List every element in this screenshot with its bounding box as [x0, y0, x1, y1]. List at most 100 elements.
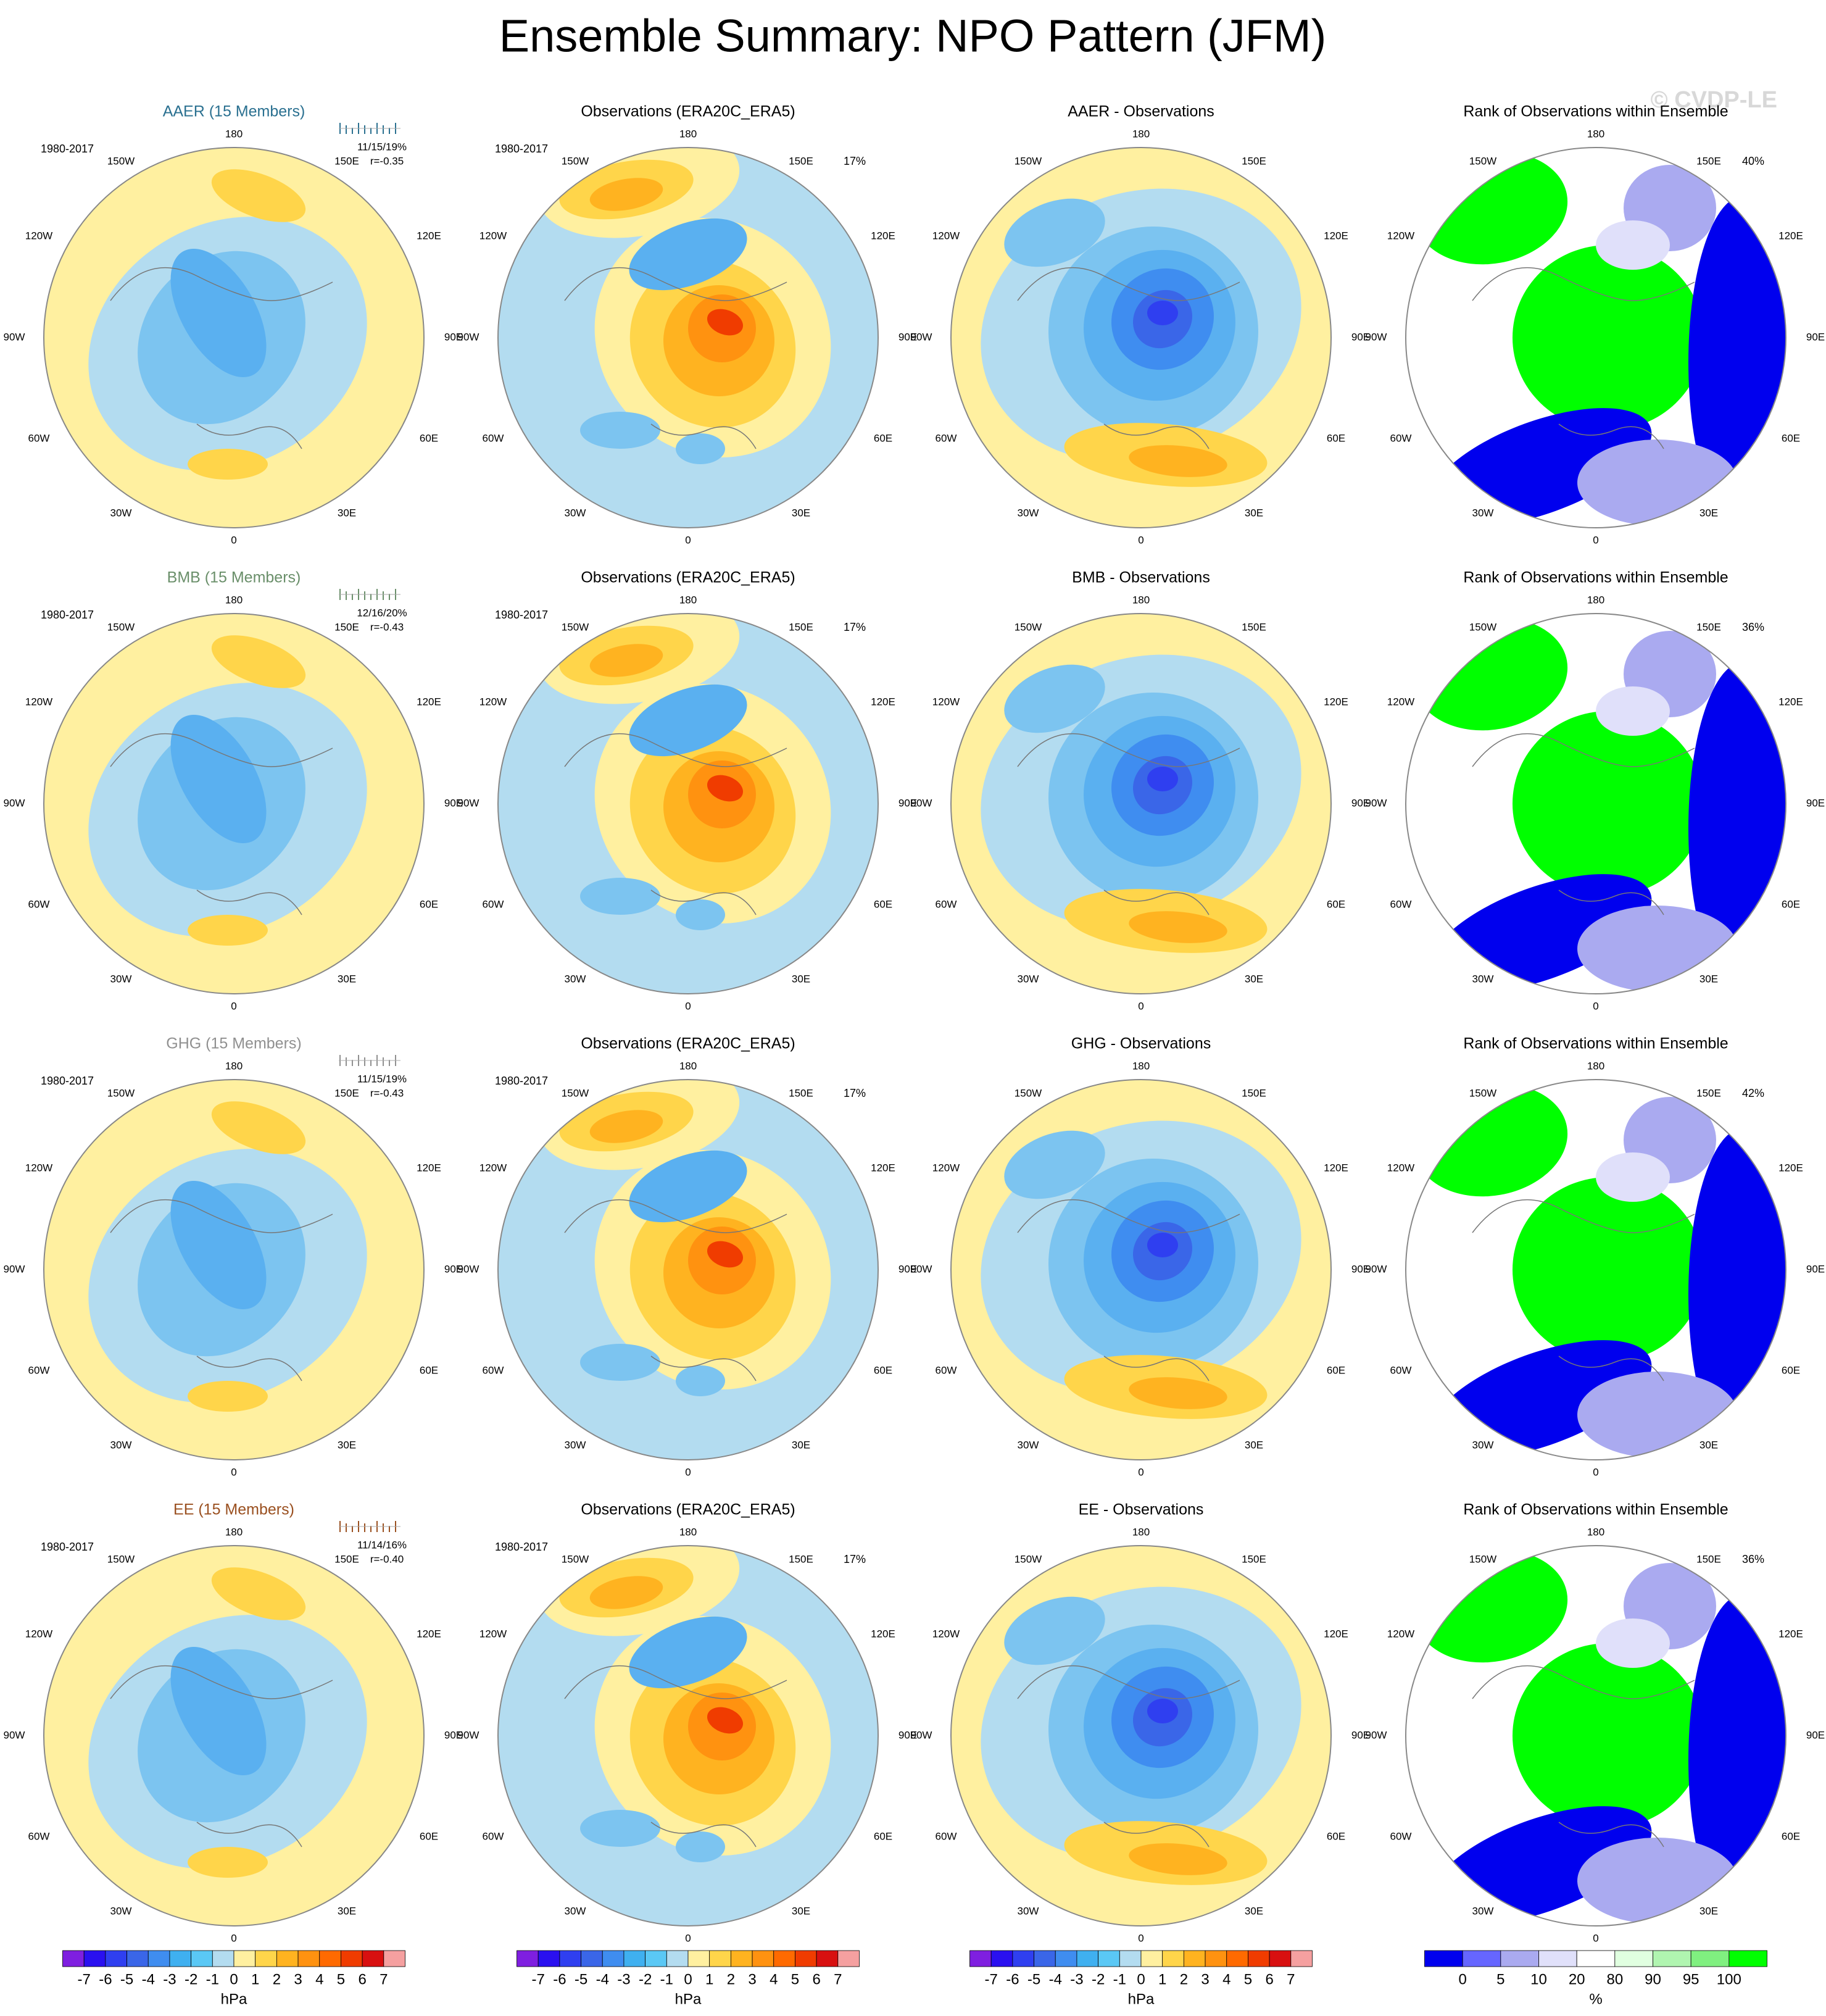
- longitude-label: 150W: [562, 621, 589, 633]
- period-label: 1980-2017: [41, 1075, 94, 1087]
- map-field: [981, 654, 1301, 953]
- longitude-label: 150W: [1469, 155, 1496, 167]
- panel-title: Observations (ERA20C_ERA5): [581, 1501, 795, 1518]
- longitude-label: 60E: [874, 432, 892, 444]
- longitude-label: 120E: [1778, 696, 1803, 707]
- colorbar-swatch: [645, 1950, 667, 1967]
- map-field: [537, 1546, 831, 1862]
- panel-title: EE (15 Members): [173, 1501, 294, 1518]
- colorbar-tick-label: -2: [185, 1971, 197, 1988]
- contour-region: [1147, 301, 1178, 325]
- longitude-label: 180: [1132, 1526, 1150, 1538]
- colorbar-swatch: [1653, 1950, 1691, 1967]
- longitude-label: 180: [1587, 594, 1604, 606]
- longitude-label: 180: [1587, 1526, 1604, 1538]
- longitude-label: 30E: [1699, 1905, 1718, 1917]
- longitude-label: 150W: [107, 1553, 135, 1565]
- longitude-label: 180: [1587, 1060, 1604, 1072]
- longitude-label: 120W: [1387, 1628, 1414, 1639]
- colorbar-swatch: [1140, 1950, 1163, 1967]
- map-border: [1405, 613, 1787, 994]
- longitude-label: 30W: [1472, 1905, 1494, 1917]
- longitude-label: 120E: [417, 230, 441, 241]
- period-label: 1980-2017: [495, 1075, 548, 1087]
- member-stats: 11/15/19%: [357, 1073, 407, 1085]
- contour-region: [589, 1110, 663, 1143]
- colorbar-tick-label: -6: [99, 1971, 112, 1988]
- longitude-label: 60E: [1782, 1364, 1800, 1376]
- rank-percent: 40%: [1742, 155, 1764, 167]
- longitude-label: 30W: [110, 1905, 132, 1917]
- longitude-label: 90E: [444, 331, 463, 343]
- longitude-label: 150W: [1469, 1087, 1496, 1099]
- longitude-label: 90E: [444, 1263, 463, 1275]
- panel-title: Observations (ERA20C_ERA5): [581, 1035, 795, 1052]
- map-field: [88, 635, 367, 946]
- contour-region: [1513, 1177, 1704, 1362]
- contour-region: [580, 1810, 660, 1847]
- map-border: [43, 1079, 425, 1460]
- colorbar: -7 -6 -5 -4 -3 -2 -1 0 1 2 3 4 5 6 7 hPa: [969, 1950, 1313, 2007]
- longitude-label: 120W: [1387, 230, 1414, 241]
- contour-region: [170, 1180, 267, 1310]
- colorbar-swatch: [169, 1950, 192, 1967]
- colorbar-tick-label: -3: [1070, 1971, 1083, 1988]
- contour-region: [1596, 1618, 1670, 1668]
- colorbar-swatch: [1728, 1950, 1767, 1967]
- longitude-label: 120W: [25, 1162, 52, 1173]
- colorbar-tick-label: 2: [1180, 1971, 1188, 1988]
- longitude-label: 150E: [1696, 1087, 1721, 1099]
- longitude-label: 120W: [932, 1162, 960, 1173]
- longitude-label: 60W: [28, 1364, 50, 1376]
- longitude-label: 150E: [1696, 1553, 1721, 1565]
- colorbar-units: hPa: [675, 1991, 702, 2007]
- colorbar: -7 -6 -5 -4 -3 -2 -1 0 1 2 3 4 5 6 7 hPa: [62, 1950, 405, 2007]
- contour-region: [589, 1576, 663, 1609]
- longitude-label: 90W: [4, 331, 25, 343]
- contour-region: [707, 309, 744, 336]
- contour-region: [188, 1847, 268, 1878]
- contour-region: [1004, 198, 1105, 267]
- colorbar-swatch: [1248, 1950, 1270, 1967]
- longitude-label: 150E: [1696, 155, 1721, 167]
- longitude-label: 0: [685, 1000, 691, 1012]
- longitude-label: 30W: [1472, 507, 1494, 519]
- map-field: [537, 148, 831, 464]
- map-field: [537, 1080, 831, 1396]
- colorbar-swatch: [1462, 1950, 1501, 1967]
- contour-region: [1513, 711, 1704, 896]
- period-label: 1980-2017: [495, 143, 548, 155]
- contour-region: [676, 899, 725, 930]
- colorbar-swatch: [730, 1950, 753, 1967]
- longitude-label: 120W: [479, 1162, 507, 1173]
- longitude-label: 90W: [458, 797, 479, 809]
- longitude-label: 60E: [1782, 898, 1800, 910]
- map-panel: 180 150W 150E 120W 120E 90W 90E 60W 60E 30W 30E 0 Ob…: [458, 1501, 918, 1944]
- longitude-label: 30W: [565, 507, 586, 519]
- colorbar-swatch: [1226, 1950, 1248, 1967]
- longitude-label: 90E: [1806, 797, 1825, 809]
- longitude-label: 90W: [458, 331, 479, 343]
- contour-region: [188, 449, 268, 480]
- colorbar-swatch: [559, 1950, 581, 1967]
- map-border: [43, 613, 425, 994]
- contour-region: [629, 218, 747, 291]
- longitude-label: 0: [231, 1932, 236, 1944]
- contour-region: [170, 248, 267, 378]
- contour-region: [629, 684, 747, 757]
- longitude-label: 150W: [562, 1087, 589, 1099]
- longitude-label: 90E: [898, 1729, 917, 1741]
- contour-region: [1513, 245, 1704, 430]
- coastline: [1017, 267, 1240, 449]
- longitude-label: 150E: [789, 1553, 813, 1565]
- colorbar-swatch: [191, 1950, 213, 1967]
- coastline: [110, 1199, 333, 1381]
- colorbar-units: hPa: [1128, 1991, 1155, 2007]
- contour-region: [1596, 686, 1670, 736]
- map-panel: 180 150W 150E 120W 120E 90W 90E 60W 60E 30W 30E 0 GH…: [4, 1035, 463, 1478]
- longitude-label: 120E: [1778, 1628, 1803, 1639]
- longitude-label: 30W: [1472, 1439, 1494, 1451]
- colorbar-tick-label: 3: [294, 1971, 302, 1988]
- longitude-label: 60E: [1782, 1830, 1800, 1842]
